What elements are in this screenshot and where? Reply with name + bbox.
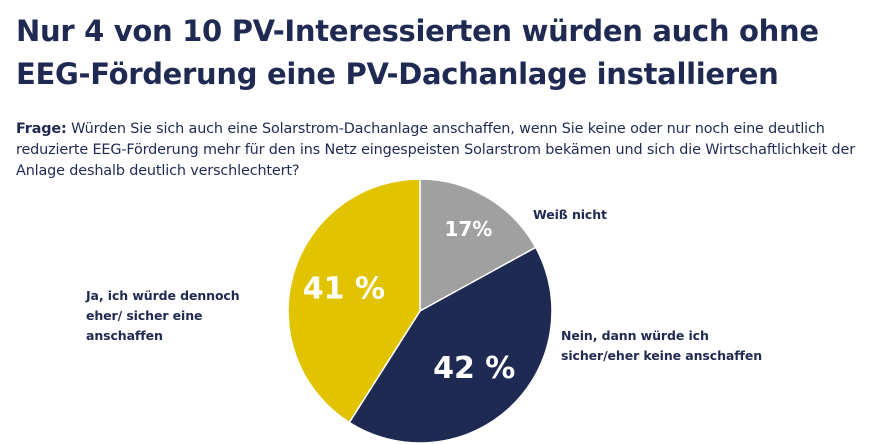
question-text: Würden Sie sich auch eine Solarstrom-Dac…	[16, 121, 855, 179]
pie-slice-ja	[287, 178, 421, 424]
question-label: Frage:	[16, 121, 67, 137]
slice-label-weiss-nicht: Weiß nicht	[533, 207, 607, 222]
slice-label-ja: Ja, ich würde dennoch eher/ sicher eine …	[86, 288, 240, 343]
slice-value-ja: 41 %	[303, 271, 385, 306]
survey-question: Frage: Würden Sie sich auch eine Solarst…	[16, 119, 891, 182]
chart-title: Nur 4 von 10 PV-Interessierten würden au…	[16, 14, 819, 91]
pie-slice-weiss-nicht	[419, 178, 537, 313]
slice-value-nein: 42 %	[433, 351, 515, 386]
slice-value-weiss-nicht: 17%	[444, 217, 492, 241]
pie-slice-nein	[348, 246, 553, 444]
slice-label-nein: Nein, dann würde ich sicher/eher keine a…	[561, 328, 763, 363]
